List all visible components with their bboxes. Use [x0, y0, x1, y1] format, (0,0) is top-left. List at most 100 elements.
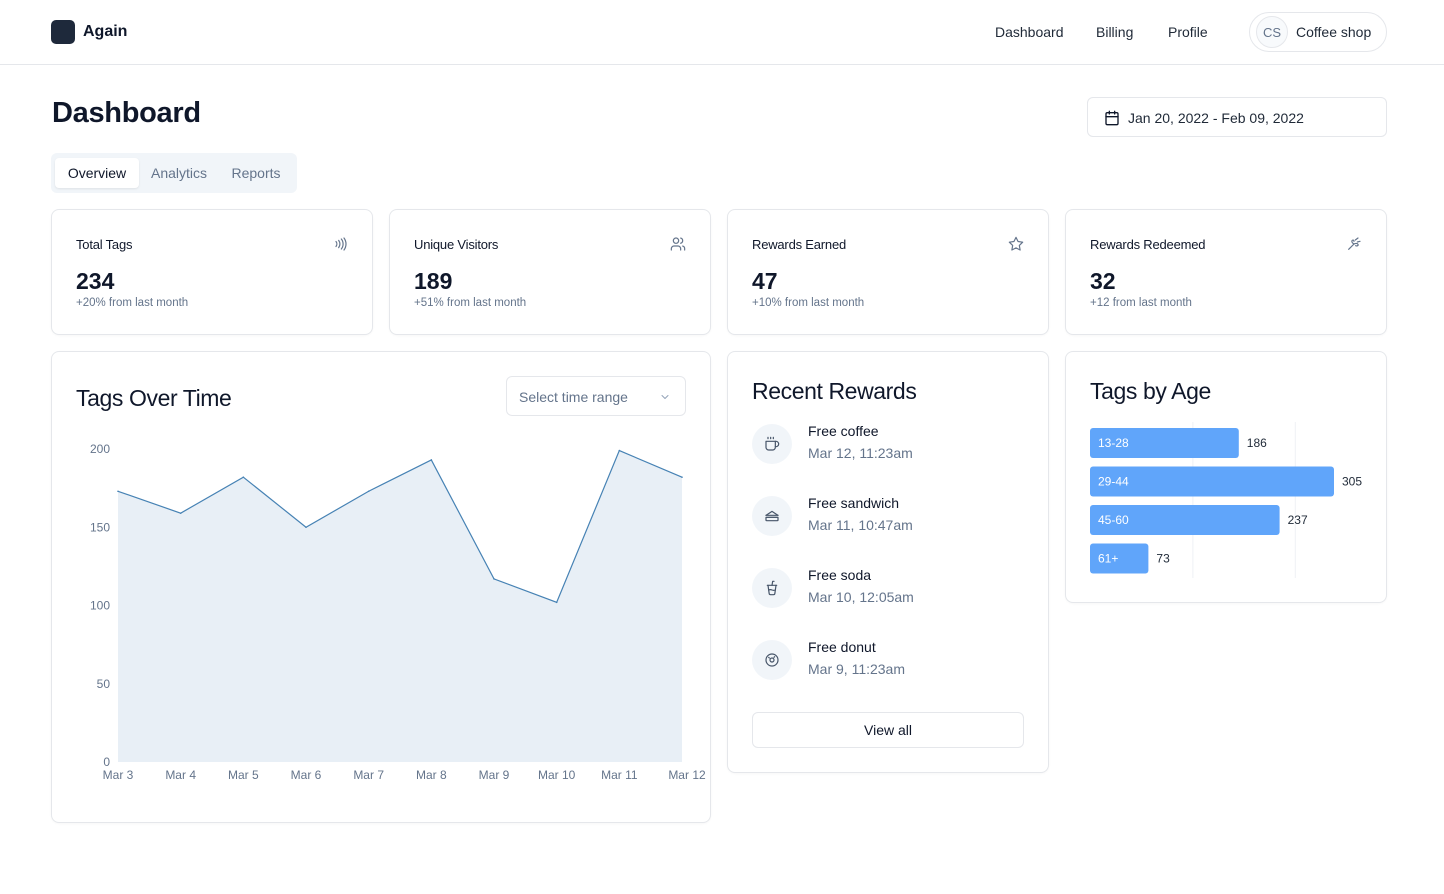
x-tick-label: Mar 11: [601, 768, 638, 782]
nfc-icon: [335, 237, 347, 251]
star-icon: [1008, 236, 1024, 251]
stat-label: Unique Visitors: [414, 237, 499, 252]
reward-time: Mar 10, 12:05am: [808, 589, 914, 605]
y-tick-label: 150: [90, 520, 110, 534]
stat-value: 234: [76, 268, 115, 294]
stat-value: 189: [414, 268, 453, 294]
donut-icon: [765, 653, 779, 667]
tags-area-chart: 0 50 100 150 200 Mar 3 Mar 4 Mar 5 Mar 6 Mar 7 Mar…: [90, 442, 706, 782]
x-tick-label: Mar 7: [353, 768, 384, 782]
tags-by-age-bar-chart: 13-28 186 29-44 305 45-60 237 61+ 73: [1090, 422, 1362, 578]
select-placeholder: Select time range: [519, 389, 628, 405]
tags-by-age-title: Tags by Age: [1090, 378, 1211, 404]
data-point: [430, 459, 433, 461]
x-tick-label: Mar 3: [103, 768, 134, 782]
age-bar-label: 61+: [1098, 552, 1118, 566]
age-bar-label: 29-44: [1098, 475, 1129, 489]
age-bar: [1090, 543, 1149, 574]
stat-change: +20% from last month: [76, 297, 189, 309]
account-name: Coffee shop: [1296, 24, 1372, 40]
date-range-text: Jan 20, 2022 - Feb 09, 2022: [1128, 110, 1304, 126]
stat-value: 32: [1090, 268, 1116, 294]
data-point: [618, 449, 621, 452]
gift-icon: [1348, 237, 1361, 250]
recent-rewards-title: Recent Rewards: [752, 378, 917, 404]
nav-link-billing[interactable]: Billing: [1096, 24, 1134, 40]
users-icon: [670, 237, 686, 251]
stat-change: +51% from last month: [414, 297, 527, 309]
age-bar-value: 305: [1342, 475, 1362, 489]
calendar-icon: [1105, 110, 1119, 126]
account-switcher-button[interactable]: CS Coffee shop: [1249, 12, 1387, 52]
stat-label: Rewards Earned: [752, 237, 847, 252]
page-title: Dashboard: [52, 97, 201, 129]
chart-title: Tags Over Time: [76, 385, 232, 411]
stat-card-rewards-earned: Rewards Earned 47 +10% from last month: [727, 209, 1049, 335]
view-tabs: Overview Analytics Reports: [51, 153, 297, 193]
avatar: CS: [1256, 16, 1288, 48]
nav-link-profile[interactable]: Profile: [1168, 24, 1208, 40]
data-point: [555, 601, 558, 604]
x-tick-label: Mar 4: [165, 768, 196, 782]
chevron-down-icon: [661, 395, 669, 399]
age-bar-value: 73: [1156, 552, 1170, 566]
y-tick-label: 100: [90, 599, 110, 613]
time-range-select[interactable]: Select time range: [506, 376, 686, 416]
recent-rewards-card: Recent Rewards Free coffee Mar 12, 11:23…: [727, 351, 1049, 773]
tags-over-time-card: Tags Over Time Select time range 0 50 100 1…: [51, 351, 711, 823]
list-item: Free sandwich Mar 11, 10:47am: [752, 492, 1002, 542]
data-point: [117, 490, 119, 493]
reward-name: Free donut: [808, 639, 876, 655]
stat-change: +10% from last month: [752, 297, 865, 309]
cup-soda-icon: [766, 580, 778, 596]
tab-overview[interactable]: Overview: [55, 158, 139, 188]
top-navigation-bar: Again Dashboard Billing Profile CS Coffe…: [0, 0, 1444, 65]
reward-time: Mar 9, 11:23am: [808, 661, 906, 677]
y-tick-label: 200: [90, 442, 110, 456]
view-all-button[interactable]: View all: [752, 712, 1024, 748]
stat-card-unique-visitors: Unique Visitors 189 +51% from last month: [389, 209, 711, 335]
x-tick-label: Mar 10: [538, 768, 576, 782]
stat-card-rewards-redeemed: Rewards Redeemed 32 +12 from last month: [1065, 209, 1387, 335]
nav-link-dashboard[interactable]: Dashboard: [995, 24, 1064, 40]
reward-name: Free coffee: [808, 423, 879, 439]
y-tick-label: 50: [97, 677, 111, 691]
stat-label: Rewards Redeemed: [1090, 237, 1206, 252]
tags-by-age-card: Tags by Age 13-28 186 29-44 305 45-60 237 61+ 7…: [1065, 351, 1387, 603]
list-item: Free soda Mar 10, 12:05am: [752, 564, 1002, 614]
reward-name: Free soda: [808, 567, 872, 583]
date-range-picker[interactable]: Jan 20, 2022 - Feb 09, 2022: [1087, 97, 1387, 137]
age-bar-label: 13-28: [1098, 436, 1129, 450]
stat-label: Total Tags: [76, 237, 133, 252]
coffee-icon: [765, 436, 780, 451]
x-tick-label: Mar 6: [291, 768, 322, 782]
tab-reports[interactable]: Reports: [231, 165, 281, 181]
data-point: [493, 578, 495, 580]
data-point: [305, 526, 307, 529]
list-item: Free coffee Mar 12, 11:23am: [752, 420, 1002, 470]
age-bar-value: 186: [1247, 436, 1267, 450]
age-bar: [1090, 466, 1334, 497]
reward-name: Free sandwich: [808, 495, 900, 511]
series-line: [117, 449, 683, 604]
x-tick-label: Mar 8: [416, 768, 447, 782]
x-tick-label: Mar 12: [668, 768, 706, 782]
age-bar: [1090, 428, 1239, 458]
age-bar-value: 237: [1288, 513, 1308, 527]
age-bar-label: 45-60: [1098, 513, 1129, 527]
area-fill: [118, 450, 682, 762]
x-tick-label: Mar 5: [228, 768, 259, 782]
data-point: [681, 476, 683, 478]
stat-card-total-tags: Total Tags 234 +20% from last month: [51, 209, 373, 335]
app-logo-icon[interactable]: [51, 20, 75, 44]
age-bar: [1090, 505, 1280, 535]
sandwich-icon: [765, 510, 779, 522]
reward-time: Mar 12, 11:23am: [808, 445, 913, 461]
app-name[interactable]: Again: [83, 23, 128, 40]
stat-value: 47: [752, 268, 778, 294]
data-point: [367, 490, 370, 493]
tab-analytics[interactable]: Analytics: [150, 165, 208, 181]
list-item: Free donut Mar 9, 11:23am: [752, 636, 1002, 686]
stat-change: +12 from last month: [1090, 297, 1192, 309]
data-point: [242, 476, 245, 478]
